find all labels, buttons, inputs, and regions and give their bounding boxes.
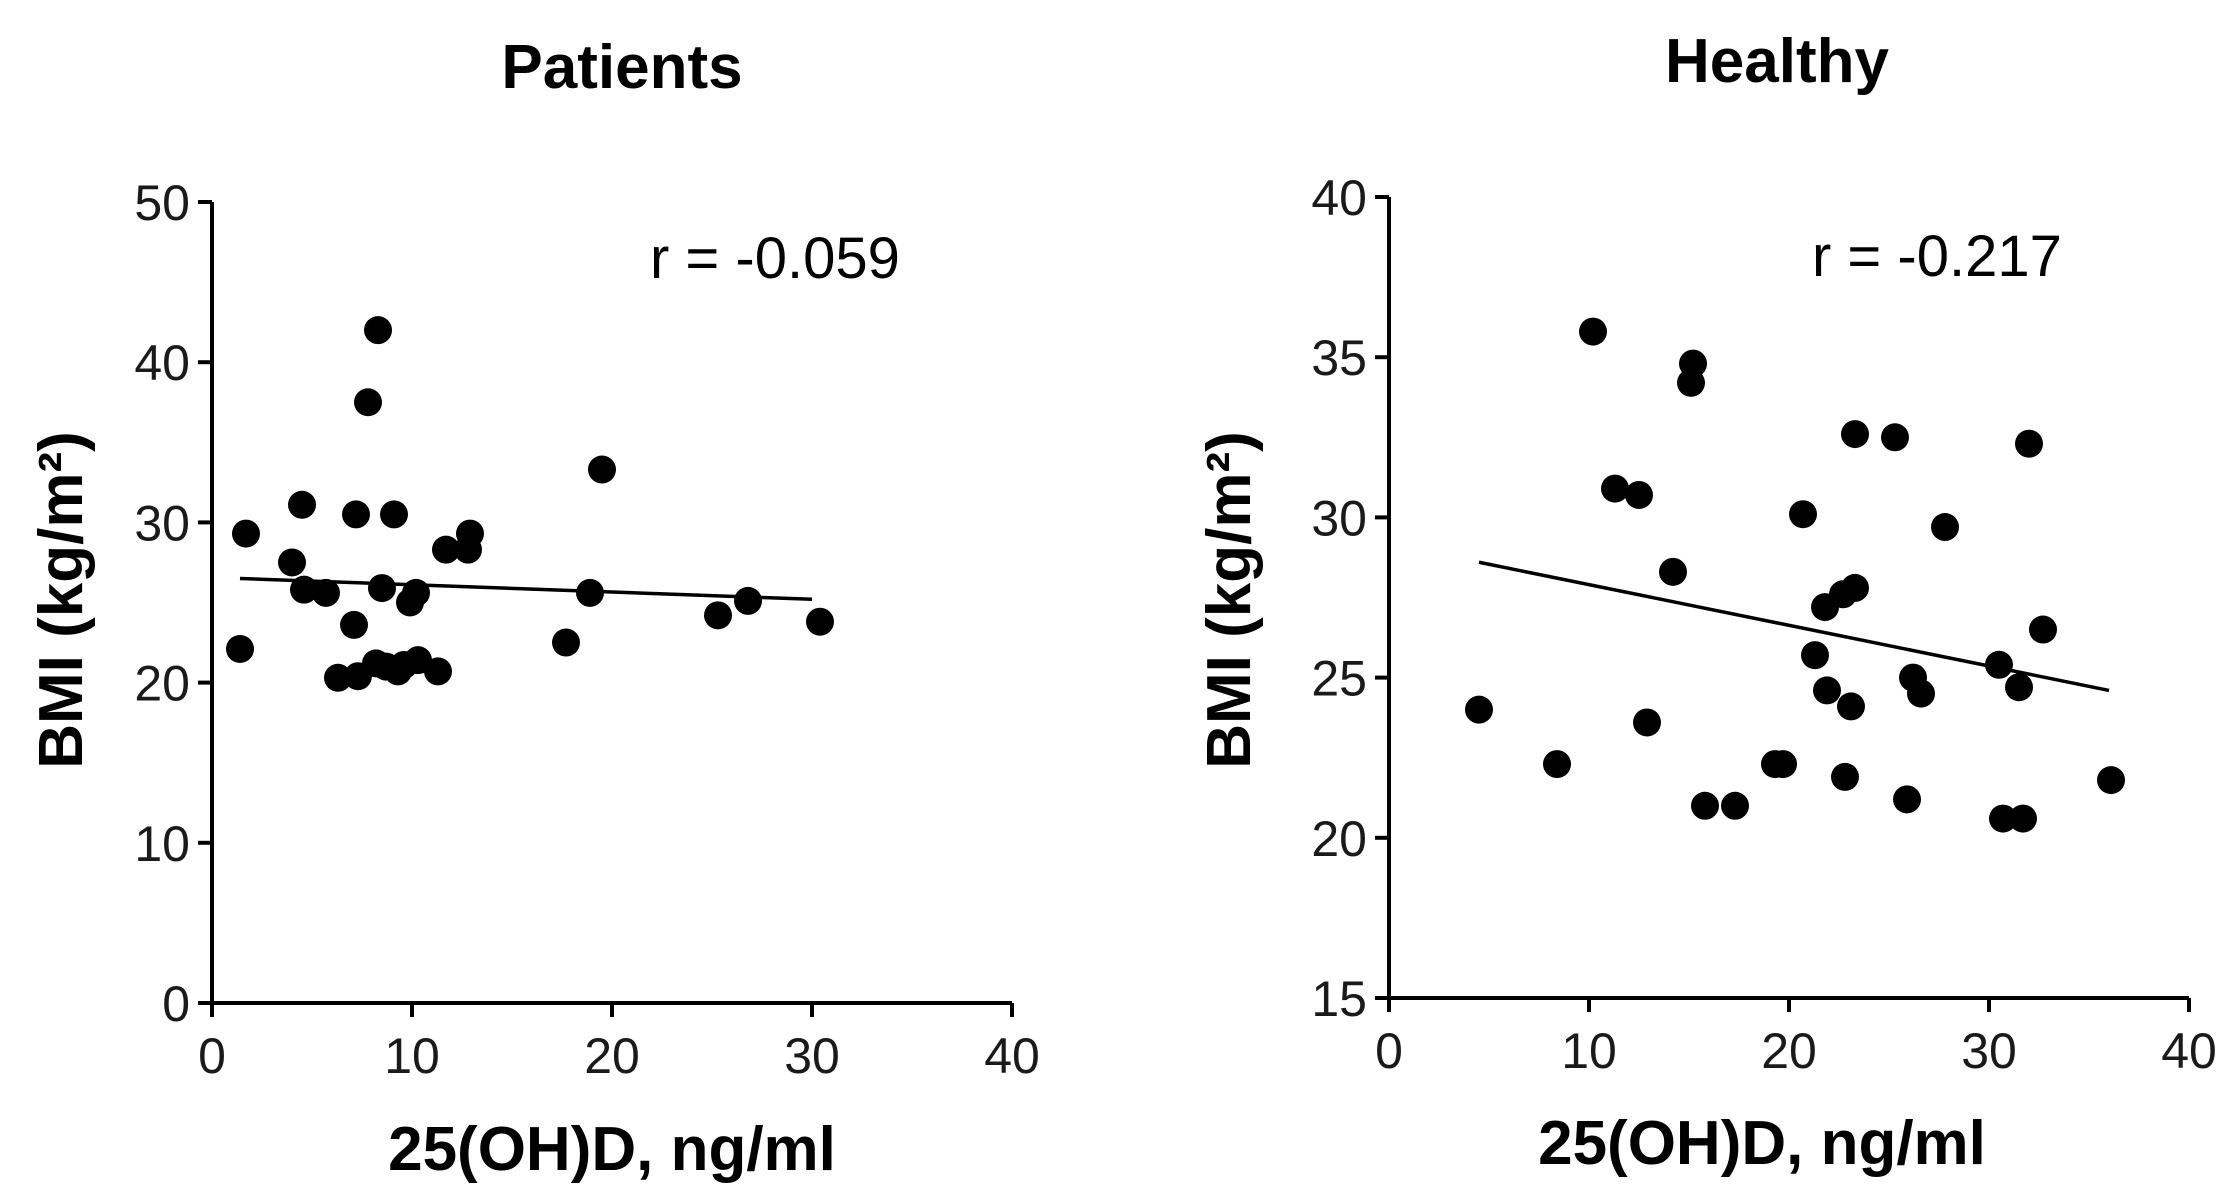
patients-y-tick-label: 30 <box>134 495 190 551</box>
healthy-data-point-13 <box>1769 750 1797 779</box>
patients-x-tick-label: 20 <box>584 1028 640 1084</box>
healthy-data-point-1 <box>1465 695 1493 724</box>
healthy-x-tick-label: 20 <box>1761 1023 1817 1079</box>
patients-x-tick-label: 0 <box>198 1028 226 1084</box>
healthy-data-point-29 <box>1989 804 2017 833</box>
patients-data-point-31 <box>806 607 834 636</box>
patients-y-tick-label: 10 <box>134 816 190 872</box>
patients-data-point-29 <box>704 601 732 630</box>
patients-panel: Patients r = -0.059 25(OH)D, ng/ml BMI (… <box>27 33 1040 1184</box>
patients-x-tick-label: 30 <box>784 1028 840 1084</box>
healthy-x-axis-title: 25(OH)D, ng/ml <box>1538 1109 1986 1178</box>
healthy-data-point-7 <box>1659 557 1687 586</box>
patients-data-point-11 <box>354 388 382 417</box>
patients-data-point-23 <box>432 535 460 564</box>
healthy-correlation-annotation: r = -0.217 <box>1812 224 2062 289</box>
patients-data-point-26 <box>552 628 580 657</box>
healthy-chart-title: Healthy <box>1665 27 1889 96</box>
healthy-data-point-26 <box>1907 679 1935 708</box>
patients-data-point-4 <box>288 490 316 519</box>
healthy-y-tick-label: 20 <box>1311 811 1367 867</box>
patients-y-axis-title: BMI (kg/m²) <box>27 431 96 769</box>
healthy-data-point-34 <box>2097 766 2125 795</box>
patients-y-tick-label: 0 <box>162 976 190 1032</box>
healthy-data-point-9 <box>1679 349 1707 378</box>
patients-chart-title: Patients <box>501 33 742 102</box>
healthy-y-tick-label: 40 <box>1311 170 1367 226</box>
patients-data-point-2 <box>232 519 260 548</box>
patients-data-point-22 <box>424 657 452 686</box>
healthy-data-point-14 <box>1789 500 1817 529</box>
healthy-data-point-33 <box>2029 615 2057 644</box>
healthy-data-point-24 <box>1893 785 1921 814</box>
patients-y-tick-label: 40 <box>134 335 190 391</box>
healthy-data-point-30 <box>2005 673 2033 702</box>
patients-regression-line <box>239 576 813 602</box>
healthy-regression-line <box>1478 560 2110 693</box>
healthy-data-point-28 <box>1985 650 2013 679</box>
healthy-y-axis-title: BMI (kg/m²) <box>1195 431 1264 769</box>
patients-data-point-7 <box>324 663 352 692</box>
healthy-data-point-11 <box>1721 791 1749 820</box>
healthy-data-point-19 <box>1831 762 1859 791</box>
patients-data-point-5 <box>290 575 318 604</box>
healthy-data-point-10 <box>1691 791 1719 820</box>
patients-data-point-20 <box>402 578 430 607</box>
healthy-y-tick-label: 15 <box>1311 971 1367 1027</box>
healthy-data-point-31 <box>2009 804 2037 833</box>
healthy-x-tick-label: 0 <box>1375 1023 1403 1079</box>
healthy-y-axis-title-text: BMI (kg/m²) <box>1195 431 1264 769</box>
healthy-data-point-22 <box>1841 573 1869 602</box>
patients-y-tick-label: 50 <box>134 175 190 231</box>
patients-data-point-30 <box>734 586 762 615</box>
patients-correlation-annotation: r = -0.059 <box>650 226 900 291</box>
patients-y-tick-label: 20 <box>134 656 190 712</box>
healthy-data-point-2 <box>1543 750 1571 779</box>
patients-points-layer <box>226 316 834 692</box>
patients-data-point-1 <box>226 634 254 663</box>
healthy-y-tick-label: 35 <box>1311 330 1367 386</box>
patients-data-point-25 <box>456 519 484 548</box>
patients-data-point-6 <box>312 578 340 607</box>
healthy-data-point-15 <box>1801 641 1829 670</box>
healthy-axes: 0 10 20 30 40 15 20 25 30 35 40 <box>1311 170 2216 1079</box>
healthy-points-layer <box>1465 317 2125 833</box>
patients-x-tick-label: 10 <box>384 1028 440 1084</box>
healthy-data-point-20 <box>1837 692 1865 721</box>
healthy-x-tick-label: 30 <box>1961 1023 2017 1079</box>
healthy-y-tick-label: 30 <box>1311 490 1367 546</box>
patients-data-point-3 <box>278 548 306 577</box>
patients-data-point-8 <box>340 610 368 639</box>
healthy-data-point-17 <box>1813 676 1841 705</box>
healthy-data-point-21 <box>1841 420 1869 449</box>
healthy-panel: Healthy r = -0.217 25(OH)D, ng/ml BMI (k… <box>1195 27 2217 1178</box>
healthy-data-point-3 <box>1579 317 1607 346</box>
healthy-data-point-23 <box>1881 423 1909 452</box>
patients-x-tick-label: 40 <box>984 1028 1040 1084</box>
patients-data-point-14 <box>368 574 396 603</box>
patients-data-point-13 <box>364 316 392 345</box>
patients-data-point-9 <box>342 500 370 529</box>
patients-data-point-28 <box>588 455 616 484</box>
healthy-data-point-27 <box>1931 513 1959 542</box>
patients-data-point-16 <box>380 500 408 529</box>
healthy-x-tick-label: 40 <box>2161 1023 2217 1079</box>
patients-y-axis-title-text: BMI (kg/m²) <box>27 431 96 769</box>
healthy-fit-layer <box>1478 560 2110 693</box>
healthy-data-point-32 <box>2015 429 2043 458</box>
healthy-data-point-4 <box>1601 474 1629 503</box>
patients-axes: 0 10 20 30 40 0 10 20 30 40 50 <box>134 175 1039 1084</box>
healthy-y-tick-label: 25 <box>1311 651 1367 707</box>
patients-fit-layer <box>239 576 813 602</box>
healthy-data-point-5 <box>1625 480 1653 509</box>
patients-x-axis-title: 25(OH)D, ng/ml <box>388 1115 836 1184</box>
patients-data-point-27 <box>576 578 604 607</box>
healthy-data-point-6 <box>1633 708 1661 737</box>
healthy-x-tick-label: 10 <box>1561 1023 1617 1079</box>
